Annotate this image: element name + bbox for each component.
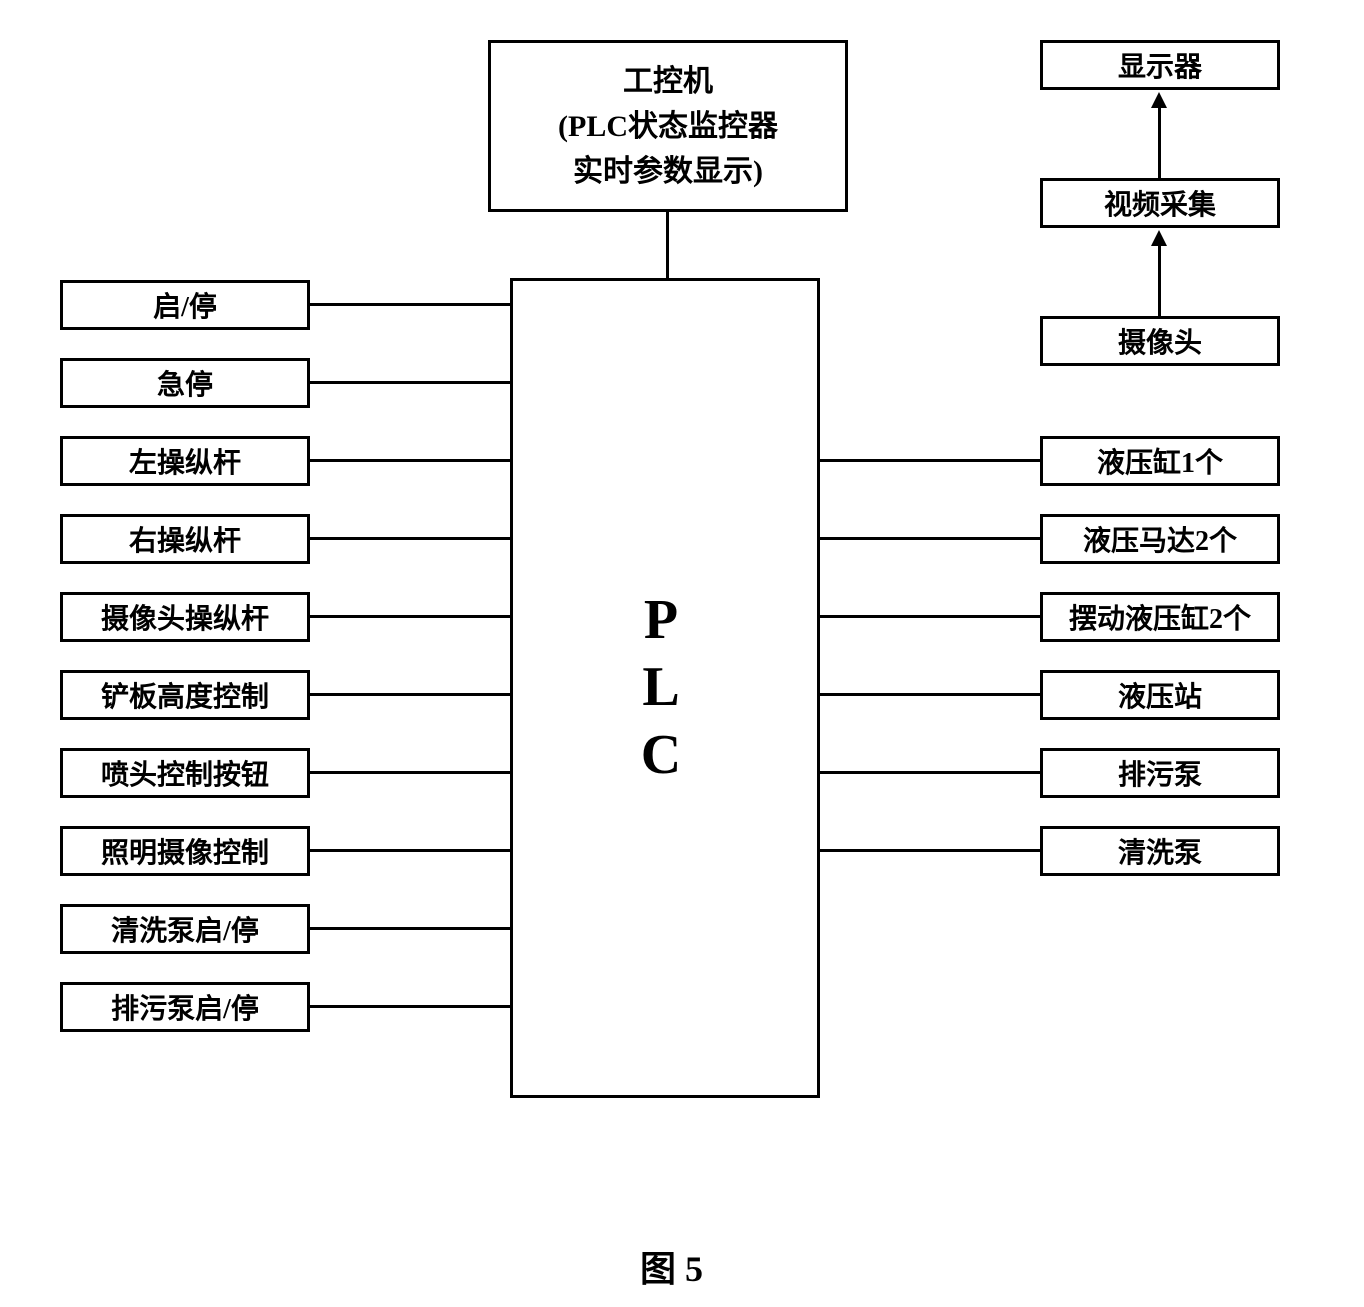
connector-left-7	[310, 849, 510, 852]
arrow-camera-capture-head	[1151, 230, 1167, 246]
input-start-stop: 启/停	[60, 280, 310, 330]
connector-ipc-plc	[666, 212, 669, 278]
output-swing-cylinder: 摆动液压缸2个	[1040, 592, 1280, 642]
connector-left-0	[310, 303, 510, 306]
connector-left-1	[310, 381, 510, 384]
connector-right-0	[820, 459, 1040, 462]
output-hydraulic-station: 液压站	[1040, 670, 1280, 720]
plc-label: PLC	[641, 587, 689, 789]
arrow-capture-display-head	[1151, 92, 1167, 108]
ipc-line1: 工控机	[558, 59, 778, 104]
output-hydraulic-motor: 液压马达2个	[1040, 514, 1280, 564]
video-camera: 摄像头	[1040, 316, 1280, 366]
input-sewage-pump: 排污泵启/停	[60, 982, 310, 1032]
ipc-line2: (PLC状态监控器	[558, 104, 778, 149]
connector-right-2	[820, 615, 1040, 618]
ipc-line3: 实时参数显示)	[558, 149, 778, 194]
figure-caption: 图 5	[640, 1240, 703, 1292]
input-emergency-stop: 急停	[60, 358, 310, 408]
input-wash-pump: 清洗泵启/停	[60, 904, 310, 954]
connector-left-2	[310, 459, 510, 462]
arrow-capture-display-line	[1158, 106, 1161, 178]
video-capture: 视频采集	[1040, 178, 1280, 228]
input-nozzle-control: 喷头控制按钮	[60, 748, 310, 798]
connector-left-4	[310, 615, 510, 618]
input-shovel-height: 铲板高度控制	[60, 670, 310, 720]
connector-right-3	[820, 693, 1040, 696]
connector-right-5	[820, 849, 1040, 852]
connector-right-4	[820, 771, 1040, 774]
connector-left-8	[310, 927, 510, 930]
plc-box: PLC	[510, 278, 820, 1098]
output-hydraulic-cylinder: 液压缸1个	[1040, 436, 1280, 486]
connector-left-6	[310, 771, 510, 774]
input-left-joystick: 左操纵杆	[60, 436, 310, 486]
connector-left-3	[310, 537, 510, 540]
input-light-camera: 照明摄像控制	[60, 826, 310, 876]
output-wash-pump: 清洗泵	[1040, 826, 1280, 876]
arrow-camera-capture-line	[1158, 244, 1161, 316]
input-right-joystick: 右操纵杆	[60, 514, 310, 564]
video-display: 显示器	[1040, 40, 1280, 90]
connector-left-5	[310, 693, 510, 696]
ipc-box: 工控机 (PLC状态监控器 实时参数显示)	[488, 40, 848, 212]
connector-left-9	[310, 1005, 510, 1008]
connector-right-1	[820, 537, 1040, 540]
input-camera-joystick: 摄像头操纵杆	[60, 592, 310, 642]
output-sewage-pump: 排污泵	[1040, 748, 1280, 798]
